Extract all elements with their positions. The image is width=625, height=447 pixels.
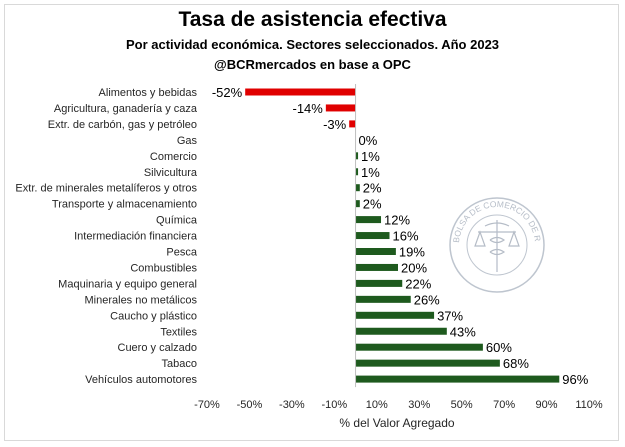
x-tick-label: -10% <box>321 399 347 411</box>
category-label: Transporte y almacenamiento <box>52 199 197 211</box>
x-tick-label: 50% <box>451 399 473 411</box>
x-tick-label: 10% <box>366 399 388 411</box>
bar-1 <box>245 88 356 96</box>
value-label: 0% <box>359 133 378 148</box>
bar-8 <box>355 200 360 208</box>
x-axis-label: % del Valor Agregado <box>339 416 455 430</box>
x-tick-label: 30% <box>408 399 430 411</box>
chart-source: @BCRmercados en base a OPC <box>214 57 411 72</box>
value-label: 37% <box>437 308 463 323</box>
category-label: Vehículos automotores <box>85 374 197 386</box>
bar-2 <box>325 104 356 112</box>
bar-11 <box>355 248 396 255</box>
value-label: 12% <box>384 213 410 228</box>
bar-16 <box>355 327 447 335</box>
category-label: Maquinaria y equipo general <box>58 278 197 290</box>
bar-7 <box>355 184 360 192</box>
chart-subtitle: Por actividad económica. Sectores selecc… <box>125 37 500 52</box>
category-label: Textiles <box>160 326 197 338</box>
x-tick-label: 90% <box>536 399 558 411</box>
value-label: 1% <box>361 165 380 180</box>
value-label: 2% <box>363 197 382 212</box>
value-label: 43% <box>450 324 476 339</box>
value-label: 96% <box>562 372 588 387</box>
category-label: Combustibles <box>130 262 197 274</box>
x-tick-label: 70% <box>493 399 515 411</box>
category-label: Alimentos y bebidas <box>99 87 198 99</box>
value-label: -14% <box>292 101 323 116</box>
category-label: Química <box>156 215 198 227</box>
bcr-seal-watermark: BOLSA DE COMERCIO DE ROSARIO <box>0 0 545 293</box>
bar-3 <box>349 120 356 128</box>
bar-14 <box>355 295 411 303</box>
x-tick-label: -70% <box>194 399 220 411</box>
category-label: Silvicultura <box>144 167 198 179</box>
bar-5 <box>355 152 359 160</box>
bar-12 <box>355 263 398 271</box>
value-label: 26% <box>414 292 440 307</box>
bar-17 <box>355 343 483 351</box>
category-label: Minerales no metálicos <box>85 294 198 306</box>
bar-9 <box>355 216 382 224</box>
bar-19 <box>355 375 560 383</box>
bar-6 <box>355 168 359 176</box>
bar-18 <box>355 359 500 367</box>
value-label: 20% <box>401 260 427 275</box>
category-label: Intermediación financiera <box>74 231 198 243</box>
value-label: -3% <box>323 117 347 132</box>
category-label: Agricultura, ganadería y caza <box>54 103 198 115</box>
value-label: 16% <box>393 229 419 244</box>
x-tick-label: 110% <box>575 399 603 411</box>
category-label: Extr. de carbón, gas y petróleo <box>48 119 197 131</box>
category-label: Gas <box>177 135 198 147</box>
category-label: Caucho y plástico <box>110 310 197 322</box>
value-label: 68% <box>503 356 529 371</box>
value-label: 60% <box>486 340 512 355</box>
caduceus-scales-icon <box>474 220 520 272</box>
category-label: Cuero y calzado <box>118 342 198 354</box>
value-label: 19% <box>399 245 425 260</box>
chart-title: Tasa de asistencia efectiva <box>178 8 447 31</box>
category-label: Comercio <box>150 151 197 163</box>
category-label: Pesca <box>166 247 197 259</box>
x-tick-label: -30% <box>279 399 305 411</box>
category-label: Tabaco <box>162 358 197 370</box>
bar-10 <box>355 232 390 240</box>
value-label: 1% <box>361 149 380 164</box>
bar-13 <box>355 279 403 287</box>
value-label: 22% <box>405 276 431 291</box>
x-tick-label: -50% <box>237 399 263 411</box>
value-label: -52% <box>212 85 243 100</box>
value-label: 2% <box>363 181 382 196</box>
bar-15 <box>355 311 435 319</box>
category-label: Extr. de minerales metalíferos y otros <box>15 183 197 195</box>
